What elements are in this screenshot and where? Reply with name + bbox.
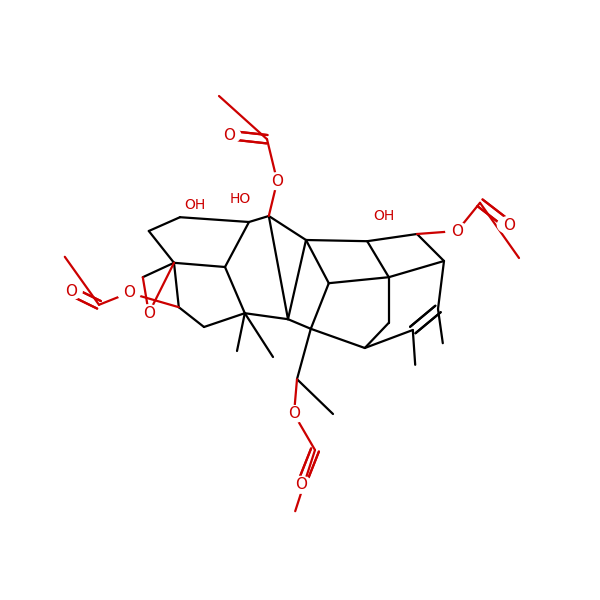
Text: O: O	[503, 217, 515, 232]
Text: O: O	[223, 127, 235, 142]
Ellipse shape	[59, 283, 82, 299]
Ellipse shape	[137, 305, 160, 322]
Text: O: O	[295, 478, 307, 492]
Text: OH: OH	[184, 198, 205, 212]
Text: OH: OH	[373, 209, 394, 223]
Ellipse shape	[497, 217, 520, 233]
Ellipse shape	[218, 127, 241, 143]
Ellipse shape	[446, 223, 469, 239]
Ellipse shape	[290, 476, 313, 493]
Text: O: O	[288, 407, 300, 421]
Text: O: O	[123, 286, 135, 300]
Text: O: O	[271, 174, 283, 188]
Text: O: O	[451, 223, 463, 238]
Text: O: O	[143, 305, 155, 320]
Ellipse shape	[283, 406, 305, 422]
Text: O: O	[65, 283, 77, 298]
Ellipse shape	[118, 284, 140, 301]
Ellipse shape	[266, 173, 289, 190]
Text: HO: HO	[230, 192, 251, 206]
